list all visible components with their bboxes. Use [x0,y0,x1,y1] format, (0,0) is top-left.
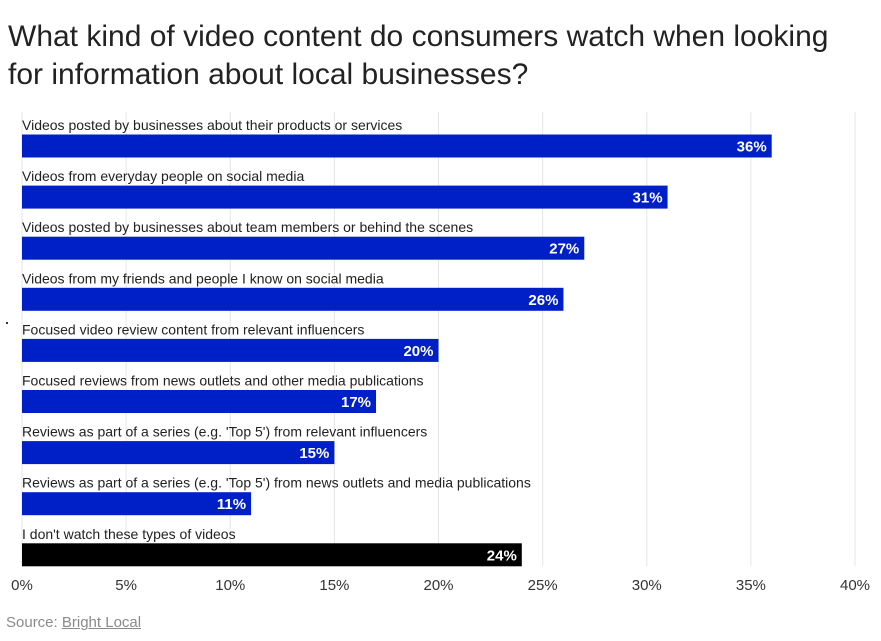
value-label: 24% [487,547,517,564]
bar [22,338,439,362]
bar [22,492,252,516]
x-tick-label: 5% [115,577,137,594]
category-label: Videos from my friends and people I know… [22,270,384,286]
bar [22,390,377,413]
value-label: 17% [341,394,371,411]
category-label: I don't watch these types of videos [22,526,236,542]
bar [22,185,668,209]
x-tick-label: 10% [215,577,245,594]
source-link[interactable]: Bright Local [61,614,142,631]
x-tick-label: 25% [528,577,558,594]
value-label: 26% [528,292,558,309]
value-label: 15% [299,445,329,462]
category-label: Focused reviews from news outlets and ot… [22,373,424,389]
stray-dot-mark [6,322,8,324]
value-label: 36% [737,139,767,156]
bar [22,236,585,260]
source-line: Source: Bright Local [6,614,141,631]
category-label: Reviews as part of a series (e.g. 'Top 5… [22,475,531,491]
category-label: Videos posted by businesses about their … [22,117,402,133]
bar [22,543,522,567]
chart-title: What kind of video content do consumers … [8,20,829,91]
category-label: Reviews as part of a series (e.g. 'Top 5… [22,424,427,440]
bar [22,287,564,311]
x-tick-label: 35% [736,577,766,594]
x-tick-label: 30% [632,577,662,594]
value-label: 27% [549,241,579,258]
bar [22,134,772,158]
value-label: 11% [217,496,246,513]
category-label: Videos posted by businesses about team m… [22,219,473,235]
value-label: 31% [633,190,663,207]
x-tick-label: 15% [319,577,349,594]
category-label: Videos from everyday people on social me… [22,168,304,184]
value-label: 20% [403,343,433,360]
category-label: Focused video review content from releva… [22,321,364,337]
bar [22,441,335,465]
x-tick-label: 40% [840,577,870,594]
x-tick-label: 0% [11,577,33,594]
x-tick-label: 20% [423,577,453,594]
source-prefix: Source: [6,614,62,631]
